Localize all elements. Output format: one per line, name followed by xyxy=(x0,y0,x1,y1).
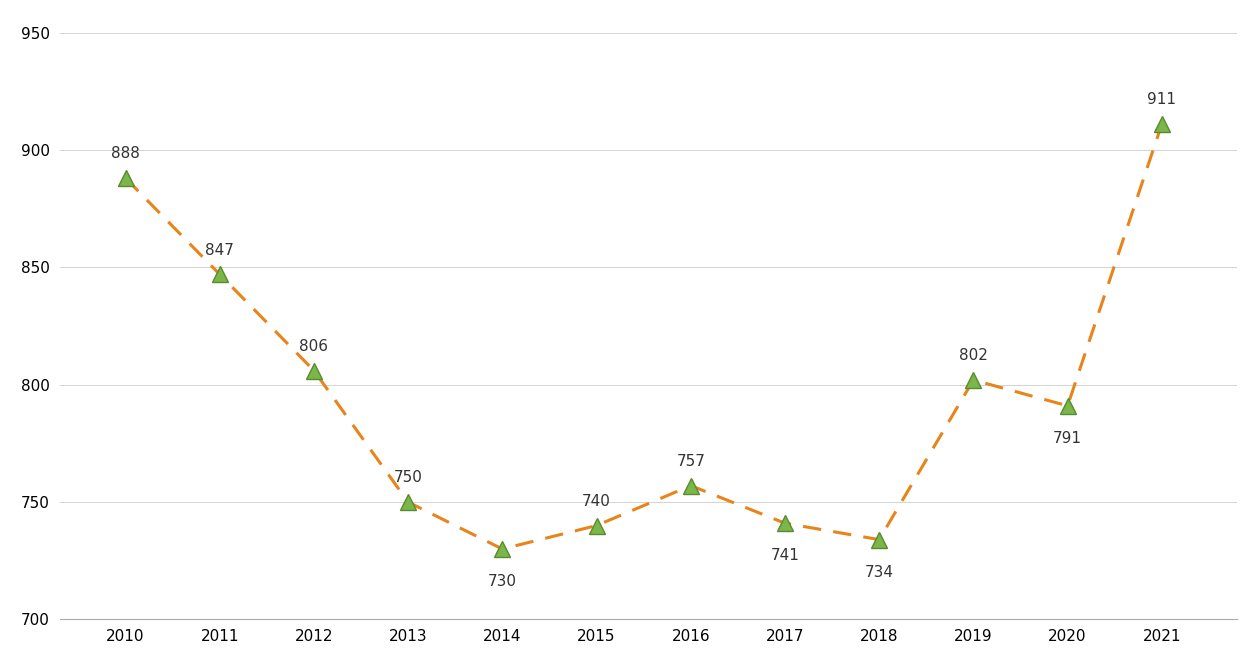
Text: 806: 806 xyxy=(299,339,328,354)
Text: 730: 730 xyxy=(488,574,517,589)
Text: 911: 911 xyxy=(1147,92,1176,108)
Text: 734: 734 xyxy=(864,565,893,580)
Text: 757: 757 xyxy=(677,454,706,469)
Text: 847: 847 xyxy=(205,243,234,258)
Text: 888: 888 xyxy=(111,146,140,162)
Text: 750: 750 xyxy=(394,470,423,485)
Text: 791: 791 xyxy=(1053,431,1082,446)
Text: 740: 740 xyxy=(582,494,611,509)
Text: 741: 741 xyxy=(771,548,799,563)
Text: 802: 802 xyxy=(959,348,988,363)
